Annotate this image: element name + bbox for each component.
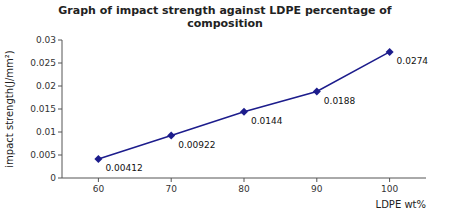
data-label: 0.0274 — [397, 56, 429, 66]
plot-area — [94, 48, 393, 163]
x-tick — [389, 178, 390, 182]
y-tick-label: 0.005 — [30, 150, 56, 160]
marker — [386, 48, 394, 56]
x-tick — [98, 178, 99, 182]
x-tick-label: 70 — [165, 184, 177, 194]
title: Graph of impact strength against LDPE pe… — [58, 4, 392, 30]
x-tick — [171, 178, 172, 182]
marker — [94, 155, 102, 163]
x-tick-label: 60 — [93, 184, 105, 194]
x-tick — [244, 178, 245, 182]
y-tick — [58, 155, 62, 156]
y-tick-label: 0 — [50, 173, 56, 183]
x-tick-label: 90 — [311, 184, 323, 194]
title-line: Graph of impact strength against LDPE pe… — [58, 4, 392, 17]
chart: Graph of impact strength against LDPE pe… — [0, 0, 450, 222]
y-tick — [58, 86, 62, 87]
y-tick-label: 0.03 — [36, 35, 56, 45]
x-tick-label: 100 — [381, 184, 398, 194]
y-tick-label: 0.02 — [36, 81, 56, 91]
y-tick-label: 0.025 — [30, 58, 56, 68]
y-tick — [58, 132, 62, 133]
marker — [313, 88, 321, 96]
x-tick-label: 80 — [238, 184, 250, 194]
marker — [167, 132, 175, 140]
data-label: 0.0144 — [251, 116, 283, 126]
y-axis-label: impact strength(J/mm²) — [4, 50, 15, 167]
y-tick-label: 0.01 — [36, 127, 56, 137]
title-line: composition — [187, 17, 263, 30]
marker — [240, 108, 248, 116]
y-tick — [58, 63, 62, 64]
data-label: 0.00412 — [105, 163, 142, 173]
x-tick — [316, 178, 317, 182]
y-tick — [58, 109, 62, 110]
y-tick-label: 0.015 — [30, 104, 56, 114]
y-tick — [58, 178, 62, 179]
data-label: 0.00922 — [178, 140, 215, 150]
line — [98, 52, 389, 159]
data-label: 0.0188 — [324, 96, 356, 106]
y-tick — [58, 40, 62, 41]
x-axis-label: LDPE wt% — [376, 199, 426, 210]
